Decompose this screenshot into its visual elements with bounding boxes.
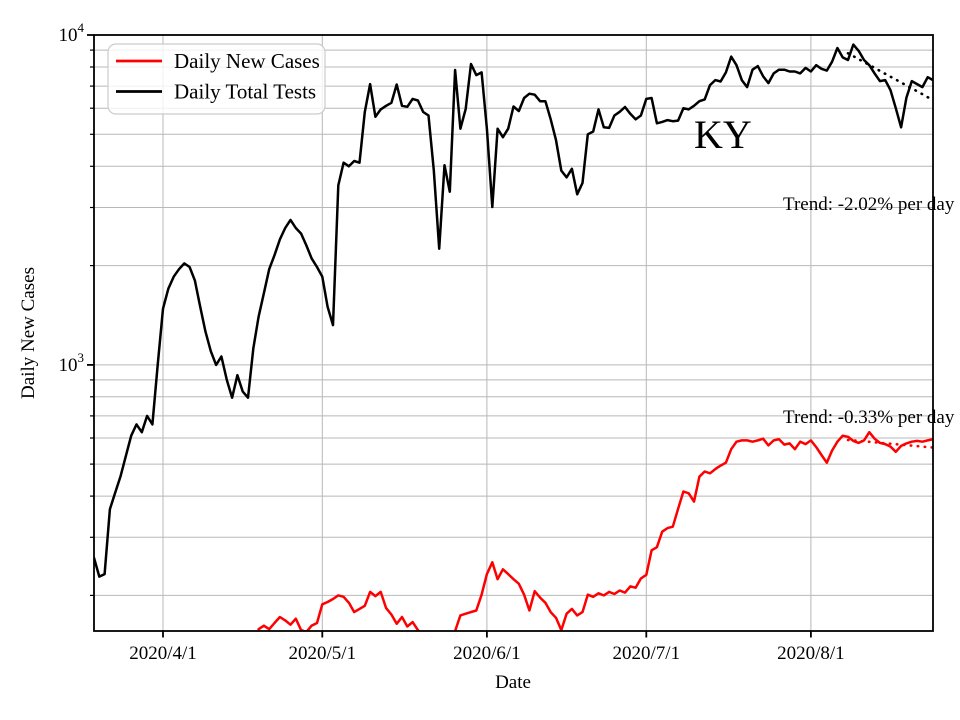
legend-box <box>107 43 326 115</box>
state-annotation: KY <box>694 112 752 157</box>
x-tick-label: 2020/7/1 <box>613 643 681 664</box>
legend-label-cases: Daily New Cases <box>174 49 320 73</box>
gridlines <box>94 34 933 631</box>
x-tick-labels: 2020/4/1 2020/5/1 2020/6/1 2020/7/1 2020/8/1 <box>129 643 844 664</box>
x-tick-label: 2020/8/1 <box>777 643 845 664</box>
trend-cases-label: Trend: -0.33% per day <box>783 407 955 428</box>
y-tick-labels: 104 103 <box>59 20 85 376</box>
x-axis-label: Date <box>495 672 531 693</box>
y-axis-label: Daily New Cases <box>18 267 39 399</box>
legend: Daily New Cases Daily Total Tests <box>107 43 326 115</box>
data-lines <box>94 43 933 631</box>
x-tick-label: 2020/5/1 <box>289 643 357 664</box>
legend-label-tests: Daily Total Tests <box>174 80 316 104</box>
trend-lines <box>846 51 933 449</box>
x-tick-label: 2020/6/1 <box>453 643 521 664</box>
axes-frame <box>87 34 934 638</box>
x-tick-label: 2020/4/1 <box>129 643 197 664</box>
trend-tests-label: Trend: -2.02% per day <box>783 194 955 215</box>
y-tick-label: 103 <box>59 350 85 376</box>
y-tick-label: 104 <box>59 20 85 46</box>
